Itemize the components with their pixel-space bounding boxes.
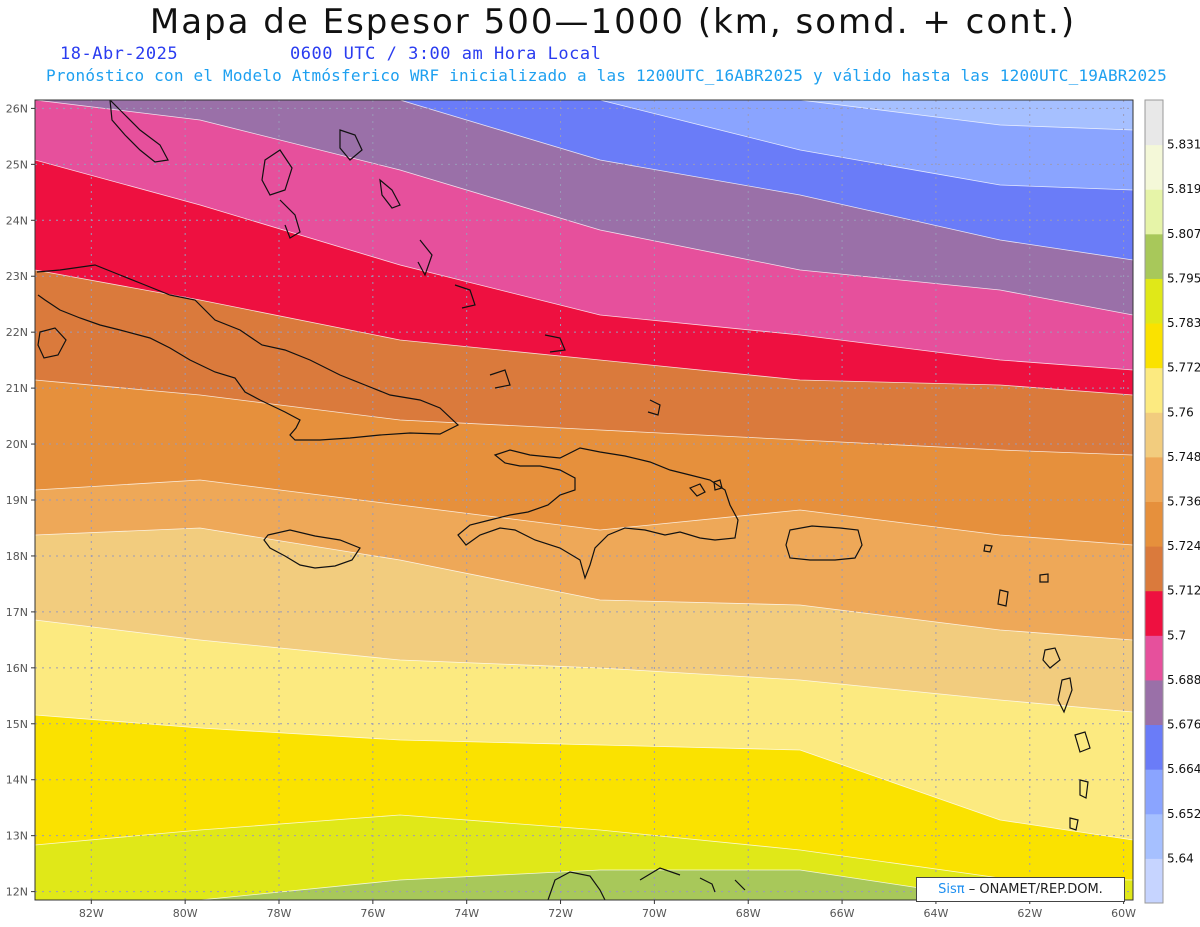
colorbar-label: 5.652 <box>1167 807 1200 821</box>
lat-tick-label: 12N <box>6 886 28 899</box>
lon-tick-label: 72W <box>548 907 573 920</box>
colorbar-swatch <box>1145 858 1163 904</box>
colorbar-label: 5.795 <box>1167 271 1200 285</box>
south-america-coast <box>547 867 746 900</box>
colorbar-swatch <box>1145 635 1163 681</box>
colorbar-label: 5.724 <box>1167 539 1200 553</box>
turks-caicos <box>688 479 723 497</box>
colorbar-label: 5.831 <box>1167 138 1200 152</box>
grid-lines <box>35 100 1133 900</box>
coastlines <box>36 100 1091 900</box>
colorbar-label: 5.819 <box>1167 182 1200 196</box>
colorbar-swatch <box>1145 367 1163 413</box>
colorbar-swatch <box>1145 679 1163 726</box>
credit-text: – ONAMET/REP.DOM. <box>968 882 1103 897</box>
colorbar-label: 5.664 <box>1167 762 1200 776</box>
colorbar-label: 5.64 <box>1167 851 1194 865</box>
lat-tick-label: 13N <box>6 830 28 843</box>
cuba-coastline <box>36 264 460 441</box>
colorbar-swatch <box>1145 100 1163 146</box>
contour-bands <box>35 100 1133 900</box>
hispaniola-coastline <box>457 447 739 580</box>
credit-box: Sisπ – ONAMET/REP.DOM. <box>916 877 1125 902</box>
colorbar-label: 5.772 <box>1167 361 1200 375</box>
colorbar-swatch <box>1145 769 1163 815</box>
colorbar-swatch <box>1145 546 1163 592</box>
lon-tick-label: 80W <box>173 907 198 920</box>
colorbar-swatch <box>1145 590 1163 636</box>
bahamas-eleuthera <box>379 178 401 209</box>
colorbar-swatch <box>1145 412 1163 458</box>
lesser-antilles <box>983 544 1091 831</box>
longitude-labels: 82W 80W 78W 76W 74W 72W 70W 68W 66W 64W 62W 60W <box>79 900 1136 920</box>
colorbar-swatch <box>1145 724 1163 770</box>
colorbar-label: 5.712 <box>1167 584 1200 598</box>
colorbar-label: 5.676 <box>1167 718 1200 732</box>
bahamas-abaco <box>339 129 363 161</box>
colorbar-swatch <box>1145 456 1163 502</box>
colorbar-frame <box>1144 99 1164 904</box>
lon-tick-label: 74W <box>454 907 479 920</box>
colorbar: 5.64 5.652 5.664 5.676 5.688 5.7 5.712 5.724 5.7… <box>1144 99 1200 904</box>
map-title: Mapa de Espesor 500—1000 (km, somd. + co… <box>149 2 1077 42</box>
latitude-labels: 12N 13N 14N 15N 16N 17N 18N 19N 20N 21N 22N 23N 24N 2… <box>6 102 35 899</box>
valid-date: 18-Abr-2025 <box>60 44 179 64</box>
lat-tick-label: 15N <box>6 718 28 731</box>
bahamas-andros <box>261 149 293 196</box>
lon-tick-label: 70W <box>642 907 667 920</box>
colorbar-swatch <box>1145 278 1163 324</box>
lat-tick-label: 23N <box>6 270 28 283</box>
lon-tick-label: 66W <box>830 907 855 920</box>
lon-tick-label: 82W <box>79 907 104 920</box>
colorbar-label: 5.736 <box>1167 495 1200 509</box>
colorbar-label: 5.748 <box>1167 450 1200 464</box>
lon-tick-label: 60W <box>1111 907 1136 920</box>
lon-tick-label: 68W <box>736 907 761 920</box>
colorbar-swatch <box>1145 144 1163 190</box>
colorbar-swatch <box>1145 233 1163 279</box>
colorbar-swatch <box>1145 813 1163 859</box>
contour-fill-layer <box>35 100 1133 900</box>
sispi-logo: Sisπ <box>938 882 965 897</box>
colorbar-label: 5.76 <box>1167 405 1194 419</box>
colorbar-label: 5.807 <box>1167 227 1200 241</box>
model-run-info: Pronóstico con el Modelo Atmósferico WRF… <box>46 66 1167 85</box>
lon-tick-label: 62W <box>1017 907 1042 920</box>
contour-band <box>35 869 1133 900</box>
lat-tick-label: 22N <box>6 326 28 339</box>
lon-tick-label: 64W <box>923 907 948 920</box>
lat-tick-label: 25N <box>6 158 28 171</box>
lat-tick-label: 26N <box>6 102 28 115</box>
lat-tick-label: 19N <box>6 494 28 507</box>
puerto-rico-coastline <box>785 525 863 561</box>
colorbar-label: 5.783 <box>1167 316 1200 330</box>
florida-coastline <box>109 100 169 163</box>
colorbar-swatch <box>1145 323 1163 369</box>
colorbar-label: 5.688 <box>1167 673 1200 687</box>
lon-tick-label: 78W <box>267 907 292 920</box>
lat-tick-label: 14N <box>6 774 28 787</box>
colorbar-swatch <box>1145 189 1163 235</box>
lon-tick-label: 76W <box>360 907 385 920</box>
lat-tick-label: 20N <box>6 438 28 451</box>
lat-tick-label: 17N <box>6 606 28 619</box>
valid-time: 0600 UTC / 3:00 am Hora Local <box>290 44 602 64</box>
colorbar-label: 5.7 <box>1167 628 1186 642</box>
isla-juventud-coastline <box>37 327 67 359</box>
lat-tick-label: 24N <box>6 214 28 227</box>
lat-tick-label: 21N <box>6 382 28 395</box>
colorbar-swatch <box>1145 501 1163 547</box>
jamaica-coastline <box>263 529 361 569</box>
lat-tick-label: 18N <box>6 550 28 563</box>
lat-tick-label: 16N <box>6 662 28 675</box>
bahamas-chain <box>279 199 661 416</box>
